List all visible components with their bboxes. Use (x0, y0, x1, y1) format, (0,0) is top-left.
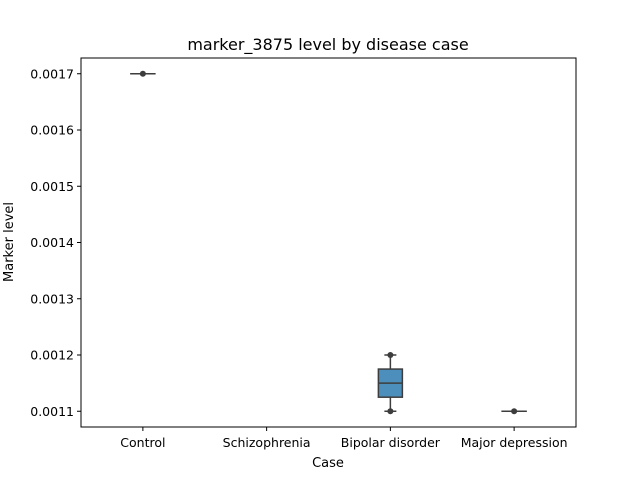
y-tick-label: 0.0011 (30, 404, 74, 419)
y-tick-label: 0.0015 (30, 179, 74, 194)
y-axis-ticks: 0.0011 0.0012 0.0013 0.0014 0.0015 0.0016 0.00… (30, 66, 81, 419)
plot-area (80, 57, 577, 428)
box-major-depression (501, 408, 527, 415)
box-control (130, 70, 156, 77)
x-axis-ticks: Control Schizophrenia Bipolar disorder Majo… (120, 427, 568, 450)
x-tick-label: Control (120, 435, 165, 450)
x-tick-label: Schizophrenia (223, 435, 311, 450)
y-axis-label: Marker level (2, 202, 17, 282)
x-tick-label: Bipolar disorder (341, 435, 441, 450)
chart-title: marker_3875 level by disease case (187, 35, 468, 55)
axes-frame (80, 57, 577, 428)
data-point (387, 408, 394, 415)
x-axis-label: Case (312, 456, 344, 471)
y-tick-label: 0.0014 (30, 235, 74, 250)
x-tick-label: Major depression (461, 435, 568, 450)
box-bipolar-disorder (377, 352, 404, 415)
y-tick-label: 0.0016 (30, 123, 74, 138)
y-tick-label: 0.0017 (30, 66, 74, 81)
data-point (139, 70, 146, 77)
data-point (511, 408, 518, 415)
y-tick-label: 0.0013 (30, 291, 74, 306)
data-point (387, 352, 394, 358)
y-tick-label: 0.0012 (30, 348, 74, 363)
